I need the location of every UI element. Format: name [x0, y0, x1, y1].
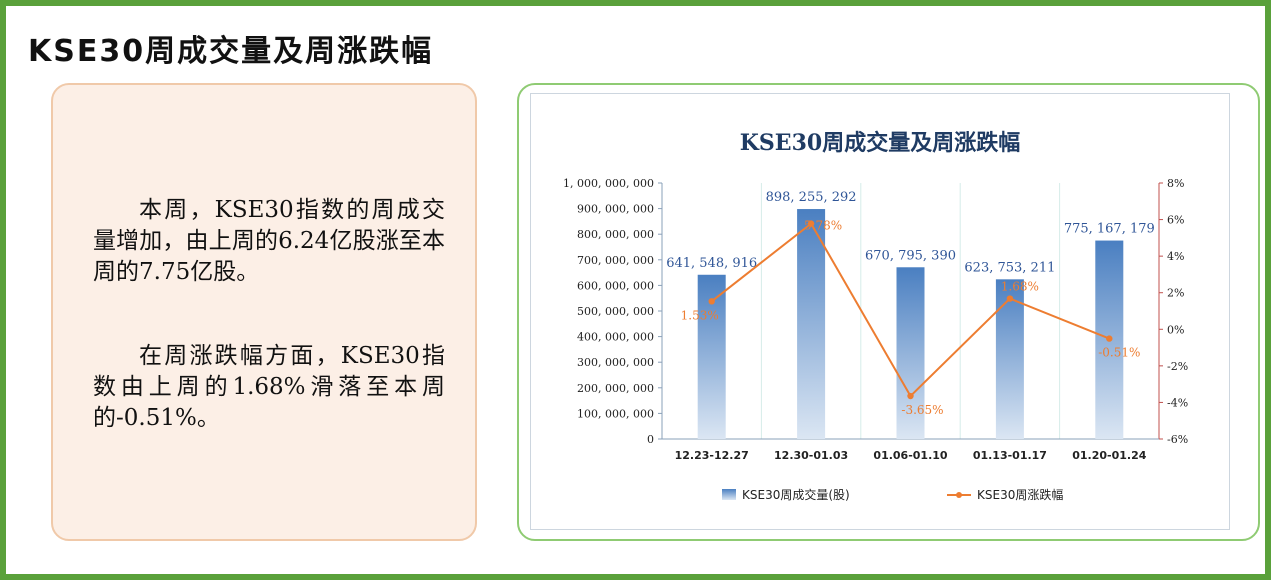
x-tick-label: 12.30-01.03 [774, 449, 848, 462]
chart-panel: KSE30周成交量及周涨跌幅 0 100, 000, 000 200, 000, 00… [530, 93, 1230, 530]
line-value-label: -0.51% [1098, 346, 1140, 360]
combo-chart: KSE30周成交量及周涨跌幅 0 100, 000, 000 200, 000, 00… [563, 130, 1188, 502]
line-value-label: 1.68% [1001, 280, 1039, 294]
y-left-tick-label: 0 [647, 433, 654, 446]
y-left-tick-label: 300, 000, 000 [577, 356, 654, 369]
y-right-tick-label: 2% [1167, 287, 1184, 300]
chart-title: KSE30周成交量及周涨跌幅 [740, 130, 1020, 156]
bar-value-label: 641, 548, 916 [666, 256, 757, 271]
y-left-tick-label: 700, 000, 000 [577, 254, 654, 267]
legend-label-volume: KSE30周成交量(股) [742, 487, 850, 502]
bar-value-label: 670, 795, 390 [865, 248, 956, 263]
x-tick-label: 01.06-01.10 [873, 449, 947, 462]
line-point [1006, 295, 1014, 302]
legend-marker-change [956, 492, 962, 498]
y-right-tick-label: 8% [1167, 177, 1184, 190]
line-point [708, 298, 715, 305]
line-point [907, 392, 914, 400]
y-left-tick-label: 800, 000, 000 [577, 228, 654, 241]
y-left-tick-label: 1, 000, 000, 000 [563, 177, 654, 190]
y-left-tick-label: 500, 000, 000 [577, 305, 654, 318]
line-point [1106, 335, 1113, 342]
bar-value-label: 623, 753, 211 [964, 260, 1055, 275]
y-right-tick-label: 0% [1167, 323, 1184, 336]
x-tick-label: 01.20-01.24 [1072, 449, 1146, 462]
line-value-label: 5.78% [804, 219, 842, 233]
y-right-tick-label: -4% [1167, 396, 1188, 409]
x-tick-label: 12.23-12.27 [675, 449, 749, 462]
y-right-tick-label: -6% [1167, 433, 1188, 446]
y-left-tick-label: 900, 000, 000 [577, 203, 654, 216]
bar [896, 267, 925, 439]
page-title: KSE30周成交量及周涨跌幅 [28, 34, 434, 69]
line-point [807, 220, 815, 227]
y-right-tick-label: -2% [1167, 360, 1188, 373]
bar-value-label: 775, 167, 179 [1064, 222, 1155, 237]
y-left-tick-label: 200, 000, 000 [577, 382, 654, 395]
summary-paragraph-change: 在周涨跌幅方面，KSE30指数由上周的1.68%滑落至本周的-0.51%。 [93, 343, 445, 431]
y-right-tick-label: 6% [1167, 214, 1184, 227]
summary-paragraph-volume: 本周，KSE30指数的周成交量增加，由上周的6.24亿股涨至本周的7.75亿股。 [93, 197, 445, 285]
summary-card: 本周，KSE30指数的周成交量增加，由上周的6.24亿股涨至本周的7.75亿股。… [51, 83, 477, 541]
bar [797, 209, 826, 439]
chart-card: KSE30周成交量及周涨跌幅 0 100, 000, 000 200, 000, 00… [517, 83, 1260, 541]
x-tick-label: 01.13-01.17 [973, 449, 1047, 462]
y-left-tick-label: 100, 000, 000 [577, 407, 654, 420]
legend-label-change: KSE30周涨跌幅 [977, 487, 1063, 502]
y-right-tick-label: 4% [1167, 250, 1184, 263]
line-value-label: 1.53% [681, 308, 719, 322]
line-value-label: -3.65% [901, 403, 943, 417]
bar-value-label: 898, 255, 292 [766, 190, 857, 205]
y-left-tick-label: 600, 000, 000 [577, 279, 654, 292]
bar [995, 279, 1024, 439]
y-left-tick-label: 400, 000, 000 [577, 331, 654, 344]
legend-swatch-volume [722, 489, 736, 500]
